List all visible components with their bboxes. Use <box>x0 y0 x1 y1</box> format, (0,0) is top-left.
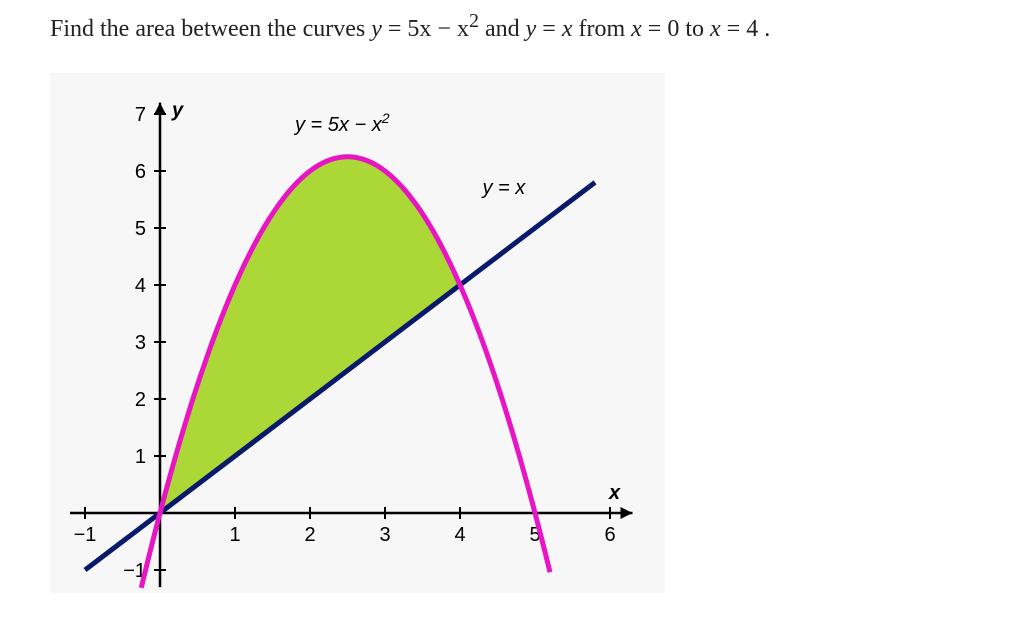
y-tick-label: 5 <box>135 218 146 240</box>
x-tick-label: 2 <box>304 524 315 546</box>
text-mid2: from <box>578 16 631 42</box>
text-prefix: Find the area between the curves <box>50 16 371 42</box>
eq3-rhs: 0 <box>667 16 679 42</box>
x-tick-label: 4 <box>454 524 465 546</box>
y-tick-label: 1 <box>135 446 146 468</box>
line-label: y = x <box>481 177 527 199</box>
parabola-label: y = 5x − x2 <box>293 110 390 136</box>
eq1-rhs: 5x − x2 <box>407 16 479 42</box>
eq2-rhs: x <box>562 16 573 42</box>
x-axis-label: x <box>608 482 621 504</box>
x-arrow-icon <box>621 507 633 519</box>
shaded-area <box>160 157 460 513</box>
y-tick-label: 4 <box>135 275 146 297</box>
y-axis-label: y <box>171 100 184 122</box>
eq3-lhs: x <box>631 16 642 42</box>
eq4-rhs: 4 <box>746 16 758 42</box>
x-tick-label: 3 <box>379 524 390 546</box>
y-tick-label: 3 <box>135 332 146 354</box>
text-mid: and <box>485 16 526 42</box>
x-tick-label: −1 <box>74 524 97 546</box>
x-tick-label: 6 <box>604 524 615 546</box>
y-tick-label: 6 <box>135 161 146 183</box>
problem-statement: Find the area between the curves y = 5x … <box>50 10 974 43</box>
chart-svg: −1123456−11234567y = 5x − x2y = xyx <box>50 73 665 593</box>
eq4-lhs: x <box>710 16 721 42</box>
y-arrow-icon <box>154 103 166 115</box>
x-tick-label: 1 <box>229 524 240 546</box>
text-suffix: . <box>764 16 770 42</box>
text-mid3: to <box>685 16 710 42</box>
chart: −1123456−11234567y = 5x − x2y = xyx <box>50 73 665 593</box>
y-tick-label: 2 <box>135 389 146 411</box>
eq1-lhs: y <box>371 16 382 42</box>
y-tick-label: 7 <box>135 104 146 126</box>
eq2-lhs: y <box>526 16 537 42</box>
